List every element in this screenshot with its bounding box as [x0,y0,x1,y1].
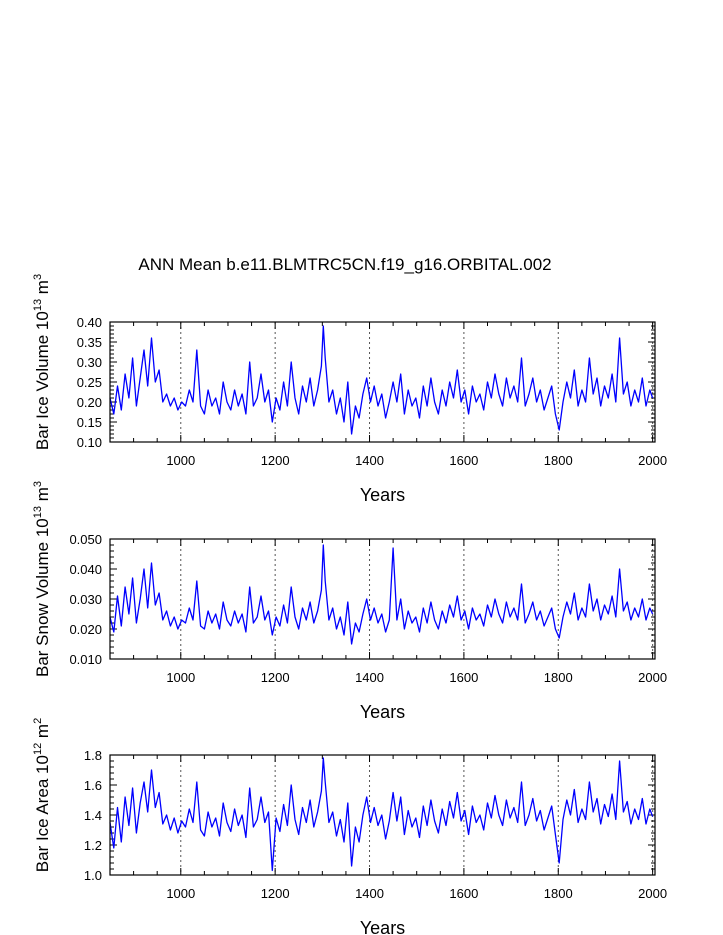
y-tick-label: 0.050 [69,532,102,547]
y-tick-label: 0.20 [77,395,102,410]
plot-frame [109,538,656,660]
y-tick-label: 0.30 [77,355,102,370]
y-axis-label: Bar Ice Area 1012 m2 [32,718,52,872]
y-tick-label: 0.020 [69,622,102,637]
plot-frame [109,321,656,443]
panel-2: 0.010 0.020 0.030 0.040 0.050 1000 1200 1400 160… [32,481,667,722]
x-tick-label: 1400 [355,670,384,685]
series-line [109,544,654,645]
x-tick-label: 1200 [261,670,290,685]
x-tick-label: 1200 [261,453,290,468]
panels: 0.10 0.15 0.20 0.25 0.30 0.35 0.40 1000 1200 1400… [32,274,667,935]
figure-title: ANN Mean b.e11.BLMTRC5CN.f19_g16.ORBITAL… [138,255,551,274]
x-tick-label: 1600 [449,670,478,685]
y-tick-label: 1.2 [84,838,102,853]
y-tick-label: 1.6 [84,778,102,793]
y-tick-label: 1.0 [84,868,102,883]
y-tick-label: 0.030 [69,592,102,607]
x-tick-label: 1800 [544,670,573,685]
x-tick-label: 1000 [166,670,195,685]
x-axis-label: Years [360,485,405,505]
y-tick-label: 0.10 [77,435,102,450]
x-tick-label: 1000 [166,886,195,901]
x-tick-label: 2000 [638,886,667,901]
x-tick-label: 1600 [449,886,478,901]
panel-1: 0.10 0.15 0.20 0.25 0.30 0.35 0.40 1000 1200 1400… [32,274,667,505]
x-tick-label: 1800 [544,886,573,901]
x-tick-label: 1200 [261,886,290,901]
y-tick-label: 0.010 [69,652,102,667]
y-tick-label: 0.35 [77,335,102,350]
series-line [109,325,654,435]
plot-frame [109,754,656,876]
x-tick-label: 1400 [355,886,384,901]
y-tick-label: 0.040 [69,562,102,577]
y-tick-label: 0.15 [77,415,102,430]
y-tick-label: 0.40 [77,315,102,330]
panel-3: 1.0 1.2 1.4 1.6 1.8 1000 1200 1400 1600 1800 2000 Y… [32,718,667,935]
x-axis-label: Years [360,918,405,935]
x-tick-label: 1600 [449,453,478,468]
series-line [109,757,654,872]
x-tick-label: 2000 [638,453,667,468]
y-tick-label: 1.8 [84,748,102,763]
y-axis-label: Bar Snow Volume 1013 m3 [32,481,52,677]
x-axis-label: Years [360,702,405,722]
x-tick-label: 2000 [638,670,667,685]
x-tick-label: 1000 [166,453,195,468]
x-tick-label: 1400 [355,453,384,468]
y-tick-label: 0.25 [77,375,102,390]
y-axis-label: Bar Ice Volume 1013 m3 [32,274,52,450]
x-tick-label: 1800 [544,453,573,468]
y-tick-label: 1.4 [84,808,102,823]
